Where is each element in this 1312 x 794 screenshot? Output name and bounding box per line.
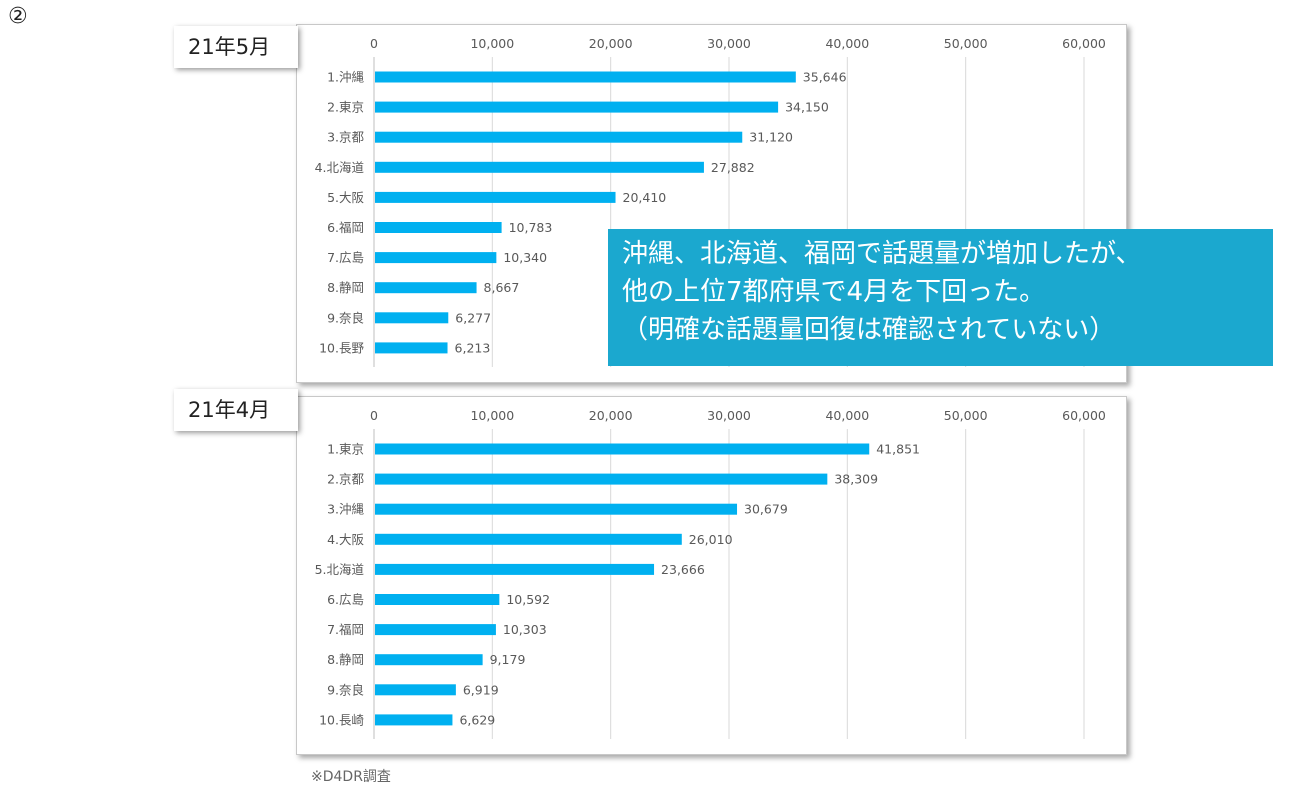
- category-label-may-5: 5.大阪: [327, 190, 364, 205]
- value-label-may-1: 35,646: [803, 70, 847, 85]
- bar-apr-2: [375, 473, 828, 485]
- value-label-apr-5: 23,666: [661, 562, 705, 577]
- x-tick-label-apr-4: 40,000: [825, 408, 869, 423]
- bar-apr-4: [375, 533, 682, 545]
- value-label-may-4: 27,882: [711, 160, 755, 175]
- value-label-may-2: 34,150: [785, 100, 829, 115]
- bar-may-1: [375, 71, 796, 83]
- bar-may-4: [375, 161, 704, 173]
- callout-line-1: 沖縄、北海道、福岡で話題量が増加したが、: [622, 239, 1142, 269]
- value-label-may-7: 10,340: [503, 250, 547, 265]
- bar-apr-3: [375, 503, 738, 515]
- bar-may-5: [375, 191, 616, 203]
- bar-apr-6: [375, 594, 500, 605]
- value-label-apr-7: 10,303: [503, 622, 547, 637]
- category-label-apr-1: 1.東京: [327, 442, 364, 457]
- callout-line-2: 他の上位7都府県で4月を下回った。: [622, 277, 1046, 307]
- bar-may-3: [375, 131, 743, 143]
- category-label-apr-8: 8.静岡: [327, 652, 364, 667]
- value-label-may-6: 10,783: [509, 220, 553, 235]
- bar-apr-7: [375, 624, 496, 636]
- category-label-may-6: 6.福岡: [327, 220, 364, 235]
- bar-may-9: [375, 312, 449, 324]
- bar-may-8: [375, 282, 477, 294]
- period-label-april: 21年4月: [174, 389, 298, 431]
- value-label-may-10: 6,213: [455, 340, 491, 355]
- x-tick-label-may-1: 10,000: [470, 36, 514, 51]
- bar-may-10: [375, 342, 448, 354]
- x-tick-label-may-2: 20,000: [589, 36, 633, 51]
- bar-apr-10: [375, 714, 453, 726]
- category-label-may-9: 9.奈良: [327, 310, 364, 325]
- x-tick-label-apr-2: 20,000: [589, 408, 633, 423]
- bar-apr-8: [375, 654, 483, 666]
- category-label-apr-4: 4.大阪: [327, 532, 364, 547]
- category-label-apr-3: 3.沖縄: [327, 502, 364, 517]
- page-number-marker: ②: [8, 4, 28, 29]
- x-tick-label-apr-6: 60,000: [1062, 408, 1106, 423]
- value-label-may-8: 8,667: [484, 280, 520, 295]
- category-label-may-4: 4.北海道: [315, 160, 365, 175]
- category-label-apr-5: 5.北海道: [315, 562, 365, 577]
- category-label-may-2: 2.東京: [327, 100, 364, 115]
- x-tick-label-apr-3: 30,000: [707, 408, 751, 423]
- x-tick-label-may-0: 0: [370, 36, 378, 51]
- x-tick-label-apr-1: 10,000: [470, 408, 514, 423]
- bar-apr-9: [375, 684, 456, 696]
- value-label-apr-10: 6,629: [459, 712, 495, 727]
- bar-may-7: [375, 252, 497, 264]
- category-label-may-1: 1.沖縄: [327, 70, 364, 85]
- x-tick-label-may-4: 40,000: [825, 36, 869, 51]
- summary-callout: 沖縄、北海道、福岡で話題量が増加したが、 他の上位7都府県で4月を下回った。 （…: [608, 229, 1273, 366]
- value-label-may-5: 20,410: [623, 190, 667, 205]
- chart-svg-april: 0 10,000 20,000 30,000 40,000 50,000 60,000 1.東…: [315, 408, 1106, 739]
- callout-line-3: （明確な話題量回復は確認されていない）: [622, 315, 1116, 345]
- bar-apr-1: [375, 443, 870, 455]
- x-tick-label-apr-5: 50,000: [944, 408, 988, 423]
- x-tick-label-may-6: 60,000: [1062, 36, 1106, 51]
- value-label-apr-2: 38,309: [834, 472, 878, 487]
- bar-apr-5: [375, 563, 655, 575]
- x-tick-label-may-3: 30,000: [707, 36, 751, 51]
- value-label-apr-6: 10,592: [506, 592, 550, 607]
- value-label-apr-9: 6,919: [463, 682, 499, 697]
- category-label-may-8: 8.静岡: [327, 280, 364, 295]
- bar-chart-april: 0 10,000 20,000 30,000 40,000 50,000 60,000 1.東…: [296, 396, 1127, 755]
- period-label-may: 21年5月: [174, 26, 298, 68]
- value-label-apr-8: 9,179: [490, 652, 526, 667]
- category-label-may-10: 10.長野: [319, 340, 364, 355]
- category-label-apr-2: 2.京都: [327, 472, 364, 487]
- chart-svg-may: 0 10,000 20,000 30,000 40,000 50,000 60,000 1.沖…: [315, 36, 1106, 367]
- category-label-apr-7: 7.福岡: [327, 622, 364, 637]
- bar-may-2: [375, 101, 779, 113]
- value-label-apr-3: 30,679: [744, 502, 788, 517]
- category-label-may-7: 7.広島: [327, 250, 364, 265]
- value-label-may-9: 6,277: [455, 310, 491, 325]
- value-label-may-3: 31,120: [749, 130, 793, 145]
- bar-may-6: [375, 222, 502, 233]
- source-footnote: ※D4DR調査: [311, 769, 391, 785]
- category-label-apr-9: 9.奈良: [327, 682, 364, 697]
- category-label-apr-10: 10.長崎: [319, 712, 364, 727]
- x-tick-label-may-5: 50,000: [944, 36, 988, 51]
- x-tick-label-apr-0: 0: [370, 408, 378, 423]
- value-label-apr-1: 41,851: [876, 442, 920, 457]
- category-label-apr-6: 6.広島: [327, 592, 364, 607]
- value-label-apr-4: 26,010: [689, 532, 733, 547]
- category-label-may-3: 3.京都: [327, 130, 364, 145]
